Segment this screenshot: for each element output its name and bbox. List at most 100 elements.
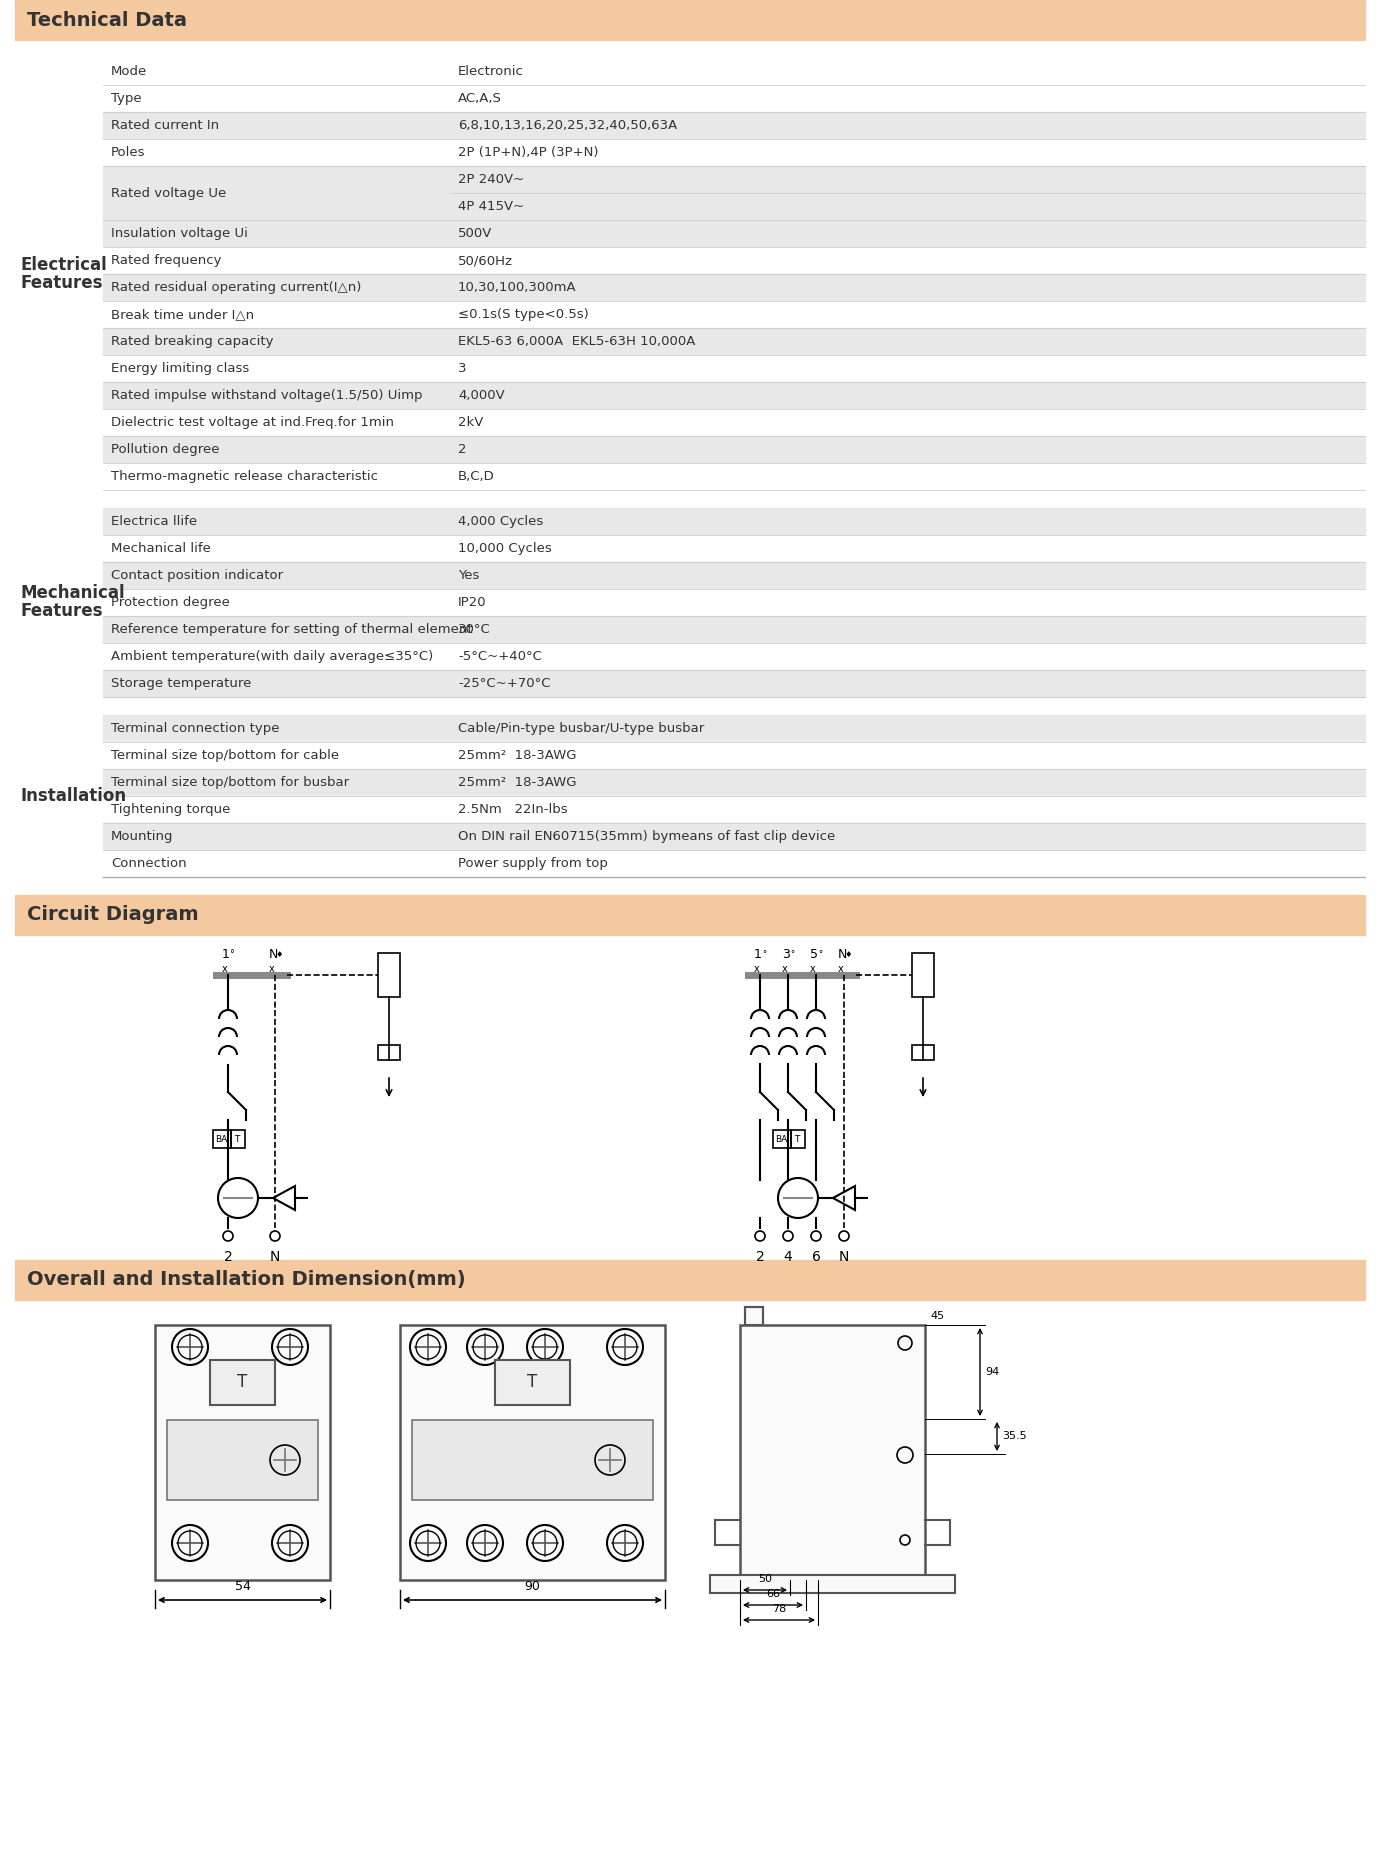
Text: -5°C~+40°C: -5°C~+40°C [458, 651, 542, 664]
Text: Rated impulse withstand voltage(1.5/50) Uimp: Rated impulse withstand voltage(1.5/50) … [110, 390, 422, 403]
Bar [912, 953, 934, 997]
Text: Contact position indicator: Contact position indicator [110, 569, 283, 582]
Bar [740, 1325, 925, 1575]
Text: 94: 94 [985, 1366, 999, 1377]
Text: Terminal connection type: Terminal connection type [110, 721, 280, 734]
Text: ♦: ♦ [275, 951, 283, 958]
Text: 3: 3 [458, 362, 466, 375]
Text: Connection: Connection [110, 857, 186, 870]
Text: °: ° [762, 951, 766, 958]
Text: Terminal size top/bottom for busbar: Terminal size top/bottom for busbar [110, 775, 349, 788]
Text: 35.5: 35.5 [1002, 1432, 1027, 1441]
Text: x: x [838, 964, 845, 975]
Text: 2kV: 2kV [458, 416, 483, 429]
Text: Type: Type [110, 91, 142, 104]
Text: Reference temperature for setting of thermal element: Reference temperature for setting of the… [110, 623, 472, 636]
Text: 2: 2 [756, 1251, 765, 1264]
Text: Cable/Pin-type busbar/U-type busbar: Cable/Pin-type busbar/U-type busbar [458, 721, 704, 734]
Text: 4: 4 [784, 1251, 792, 1264]
Text: B,C,D: B,C,D [458, 470, 495, 483]
Text: Rated current In: Rated current In [110, 119, 219, 132]
Text: Dielectric test voltage at ind.Freq.for 1min: Dielectric test voltage at ind.Freq.for … [110, 416, 395, 429]
Text: Tightening torque: Tightening torque [110, 803, 230, 816]
Text: 500V: 500V [458, 227, 493, 240]
Text: Yes: Yes [458, 569, 479, 582]
Text: Electrica llife: Electrica llife [110, 514, 197, 528]
Text: T: T [237, 1374, 247, 1391]
Text: x: x [222, 964, 228, 975]
Text: N: N [839, 1251, 849, 1264]
Text: 4,000V: 4,000V [458, 390, 505, 403]
Text: 2.5Nm   22In-lbs: 2.5Nm 22In-lbs [458, 803, 567, 816]
Bar [155, 1325, 330, 1581]
Text: Mounting: Mounting [110, 829, 174, 843]
Text: Storage temperature: Storage temperature [110, 677, 251, 690]
Text: Insulation voltage Ui: Insulation voltage Ui [110, 227, 248, 240]
Text: BA: BA [215, 1135, 228, 1143]
Text: N: N [838, 949, 847, 962]
Text: x: x [810, 964, 816, 975]
Text: ≤0.1s(S type<0.5s): ≤0.1s(S type<0.5s) [458, 308, 589, 321]
Text: -25°C~+70°C: -25°C~+70°C [458, 677, 551, 690]
Bar [745, 1307, 763, 1325]
Bar [213, 1130, 230, 1148]
Text: 6: 6 [811, 1251, 821, 1264]
Text: Overall and Installation Dimension(mm): Overall and Installation Dimension(mm) [28, 1271, 465, 1290]
Bar [773, 1130, 791, 1148]
Text: 25mm²  18-3AWG: 25mm² 18-3AWG [458, 749, 577, 762]
Text: Mechanical: Mechanical [21, 585, 126, 602]
Text: Ambient temperature(with daily average≤35°C): Ambient temperature(with daily average≤3… [110, 651, 433, 664]
Text: N: N [270, 1251, 280, 1264]
Text: Power supply from top: Power supply from top [458, 857, 607, 870]
Text: N: N [268, 949, 277, 962]
Text: EKL5-63 6,000A  EKL5-63H 10,000A: EKL5-63 6,000A EKL5-63H 10,000A [458, 336, 696, 349]
Text: T: T [527, 1374, 537, 1391]
Text: 90: 90 [524, 1581, 541, 1594]
Bar [912, 1046, 934, 1061]
Text: Mode: Mode [110, 65, 148, 78]
Bar [791, 1130, 805, 1148]
Text: 6,8,10,13,16,20,25,32,40,50,63A: 6,8,10,13,16,20,25,32,40,50,63A [458, 119, 678, 132]
Text: Break time under I△n: Break time under I△n [110, 308, 254, 321]
Text: Circuit Diagram: Circuit Diagram [28, 906, 199, 925]
Text: Terminal size top/bottom for cable: Terminal size top/bottom for cable [110, 749, 339, 762]
Text: On DIN rail EN60715(35mm) bymeans of fast clip device: On DIN rail EN60715(35mm) bymeans of fas… [458, 829, 835, 843]
Text: Features: Features [21, 274, 104, 293]
Text: Electronic: Electronic [458, 65, 524, 78]
Text: 25mm²  18-3AWG: 25mm² 18-3AWG [458, 775, 577, 788]
Text: 30°C: 30°C [458, 623, 491, 636]
Text: 2: 2 [458, 444, 466, 457]
Text: 2P (1P+N),4P (3P+N): 2P (1P+N),4P (3P+N) [458, 145, 599, 158]
Bar [495, 1361, 570, 1405]
Text: °: ° [818, 951, 822, 958]
Text: Poles: Poles [110, 145, 145, 158]
Text: 1: 1 [753, 949, 762, 962]
Text: 4P 415V~: 4P 415V~ [458, 199, 524, 212]
Text: Electrical: Electrical [21, 255, 108, 274]
Text: Protection degree: Protection degree [110, 596, 230, 610]
Text: x: x [753, 964, 760, 975]
Text: x: x [269, 964, 275, 975]
Text: 45: 45 [930, 1310, 944, 1322]
Bar [378, 953, 400, 997]
Text: 54: 54 [235, 1581, 250, 1594]
Text: Pollution degree: Pollution degree [110, 444, 219, 457]
Text: 78: 78 [771, 1605, 787, 1614]
Text: T: T [235, 1135, 239, 1143]
Text: Rated breaking capacity: Rated breaking capacity [110, 336, 273, 349]
Text: 5: 5 [810, 949, 818, 962]
Text: x: x [782, 964, 788, 975]
Bar [167, 1420, 317, 1501]
Text: Technical Data: Technical Data [28, 11, 188, 30]
Text: 10,30,100,300mA: 10,30,100,300mA [458, 281, 577, 295]
Text: Mechanical life: Mechanical life [110, 542, 211, 555]
Text: °: ° [789, 951, 793, 958]
Text: 66: 66 [766, 1588, 780, 1599]
Text: 1: 1 [222, 949, 230, 962]
Text: 50: 50 [758, 1573, 771, 1584]
Text: ♦: ♦ [845, 951, 851, 958]
Bar [378, 1046, 400, 1061]
Text: 4,000 Cycles: 4,000 Cycles [458, 514, 544, 528]
Text: Installation: Installation [21, 787, 127, 805]
Text: °: ° [229, 949, 235, 958]
